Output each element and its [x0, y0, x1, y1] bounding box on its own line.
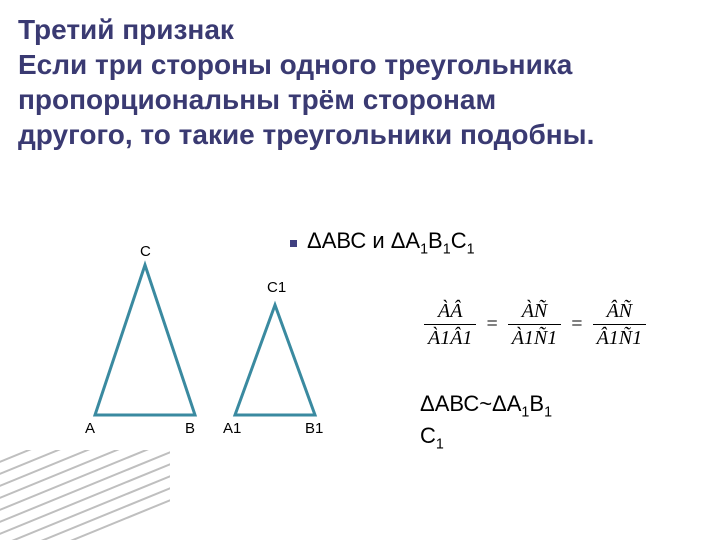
- fraction: ÀÑ À1Ñ1: [508, 300, 562, 349]
- slide-title: Третий признак Если три стороны одного т…: [18, 12, 618, 152]
- conclusion-part: В: [529, 391, 544, 416]
- fraction-numerator: ÀÑ: [518, 300, 552, 322]
- triangle-large-svg: [85, 255, 215, 430]
- conclusion-sub: 1: [544, 404, 552, 420]
- equals-sign: =: [571, 313, 582, 336]
- conclusion-sub: 1: [436, 436, 444, 452]
- fraction: ÂÑ Â1Ñ1: [593, 300, 647, 349]
- fraction-bar: [593, 324, 647, 325]
- fraction-denominator: Â1Ñ1: [593, 327, 647, 349]
- fraction-bar: [508, 324, 562, 325]
- fraction-denominator: À1Â1: [424, 327, 476, 349]
- triangle-large: С А В: [85, 255, 215, 435]
- bullet-item: ΔАВС и ΔА1В1С1: [290, 228, 475, 257]
- fraction: ÀÂ À1Â1: [424, 300, 476, 349]
- bullet-text-part: С: [451, 228, 467, 253]
- vertex-label-c: С: [140, 243, 151, 260]
- vertex-label-a: А: [85, 420, 95, 437]
- vertex-label-b1: В1: [305, 420, 323, 437]
- bullet-text-part: В: [428, 228, 443, 253]
- similarity-conclusion: ΔАВС~ΔА1В1С1: [420, 390, 620, 454]
- proportion-formula: ÀÂ À1Â1 = ÀÑ À1Ñ1 = ÂÑ Â1Ñ1: [420, 300, 650, 349]
- bullet-sub: 1: [443, 241, 451, 257]
- vertex-label-a1: А1: [223, 420, 241, 437]
- fraction-denominator: À1Ñ1: [508, 327, 562, 349]
- vertex-label-c1: С1: [267, 279, 286, 296]
- bullet-sub: 1: [420, 241, 428, 257]
- fraction-numerator: ÂÑ: [603, 300, 637, 322]
- fraction-numerator: ÀÂ: [434, 300, 466, 322]
- conclusion-part: С: [420, 423, 436, 448]
- conclusion-part: ΔАВС~ΔА: [420, 391, 521, 416]
- bullet-marker-icon: [290, 240, 297, 247]
- bullet-text: ΔАВС и ΔА1В1С1: [307, 228, 475, 257]
- triangle-small: С1 А1 В1: [225, 295, 335, 435]
- bullet-sub: 1: [467, 241, 475, 257]
- equals-sign: =: [486, 313, 497, 336]
- corner-decoration-icon: [0, 450, 170, 540]
- bullet-text-part: ΔАВС и ΔА: [307, 228, 420, 253]
- triangle-small-svg: [225, 295, 335, 430]
- vertex-label-b: В: [185, 420, 195, 437]
- fraction-bar: [424, 324, 476, 325]
